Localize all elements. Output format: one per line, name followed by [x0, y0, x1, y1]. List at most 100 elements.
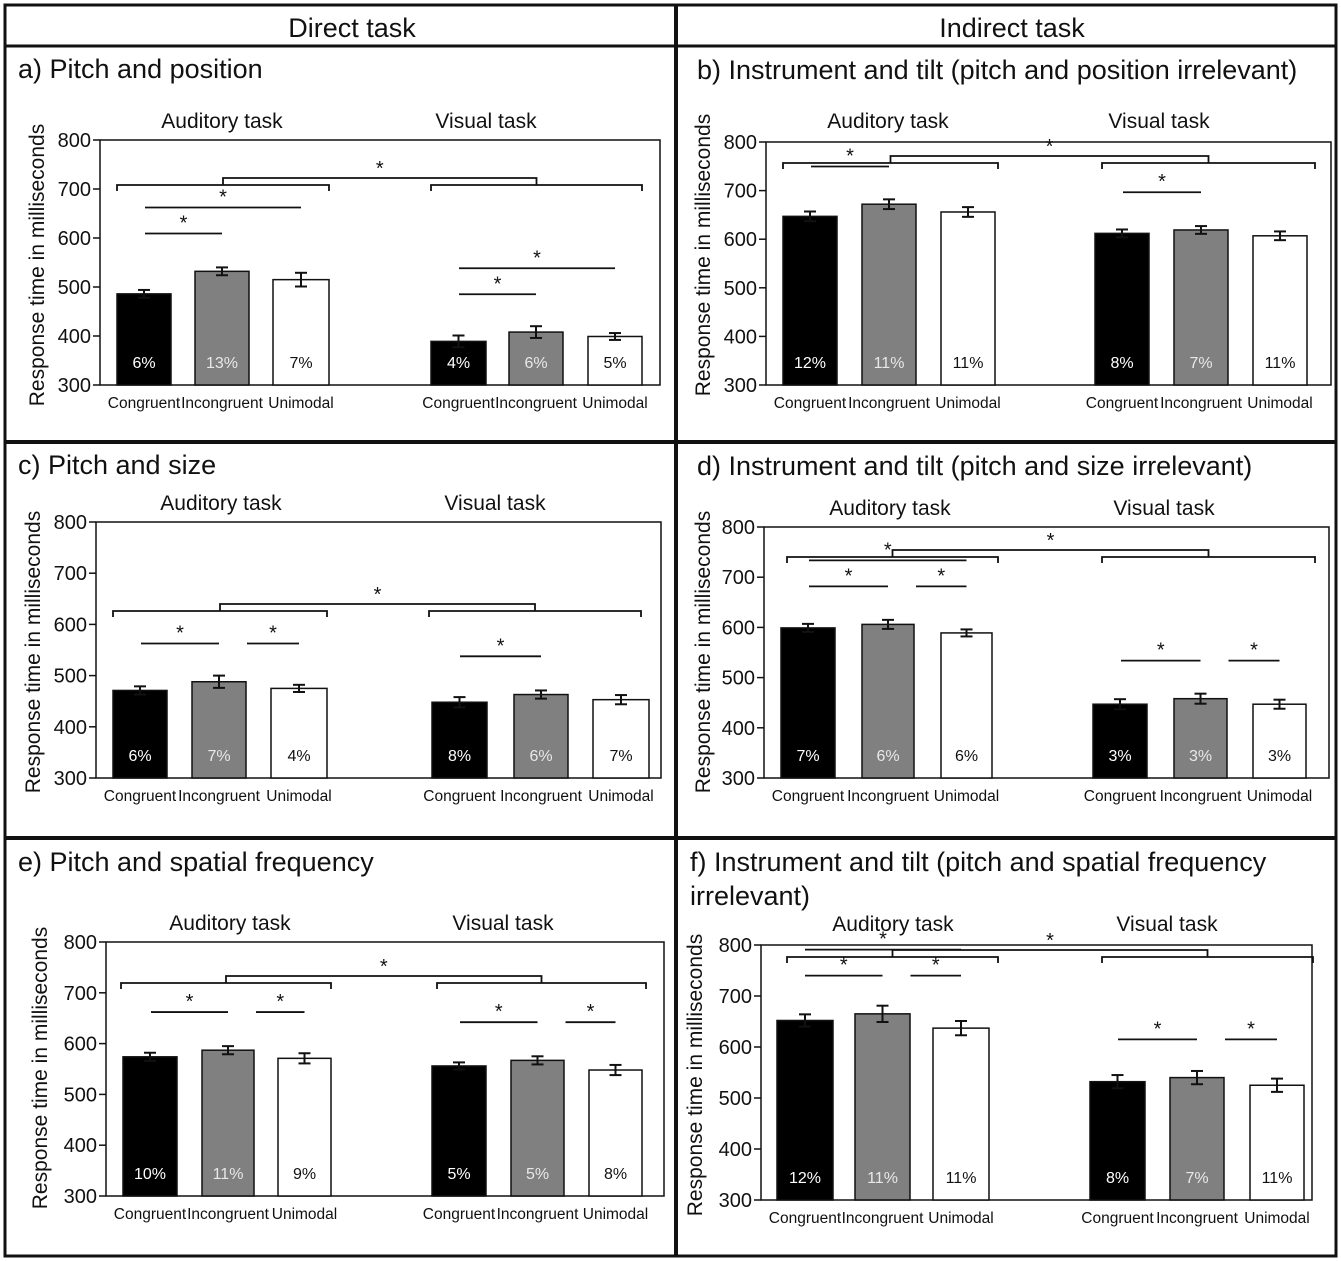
error-rate-label: 11%: [867, 1170, 898, 1187]
y-tick-label: 300: [64, 1186, 97, 1208]
bar-unimodal: [940, 211, 996, 386]
error-rate-label: 11%: [946, 1170, 977, 1187]
significance-star: *: [1157, 640, 1165, 662]
category-label: Unimodal: [1247, 395, 1312, 412]
panel-title-line-2: irrelevant): [690, 881, 810, 911]
figure-grid: [3, 3, 1338, 1258]
task-bracket-visual: [428, 610, 642, 617]
y-tick-label: 300: [722, 768, 755, 790]
y-tick-label: 800: [722, 517, 755, 539]
category-label: Congruent: [1081, 1210, 1154, 1227]
y-axis-label: Response time in milliseconds: [22, 511, 45, 793]
y-tick-label: 300: [54, 768, 87, 790]
y-tick-label: 600: [722, 617, 755, 639]
bar-incongruent: [194, 270, 250, 386]
y-tick-label: 400: [722, 718, 755, 740]
y-tick-label: 800: [719, 935, 752, 957]
y-tick-label: 500: [722, 668, 755, 690]
significance-star: *: [180, 213, 188, 235]
y-tick-label: 400: [719, 1139, 752, 1161]
category-label: Unimodal: [588, 788, 653, 805]
y-tick-label: 500: [64, 1084, 97, 1106]
significance-star: *: [1046, 136, 1054, 158]
significance-star: *: [533, 247, 541, 269]
panel-title: a) Pitch and position: [18, 54, 263, 84]
error-rate-label: 7%: [1189, 355, 1212, 372]
error-rate-label: 5%: [603, 355, 626, 372]
y-tick-label: 700: [722, 567, 755, 589]
error-rate-label: 7%: [796, 748, 819, 765]
bar-incongruent: [1169, 1076, 1225, 1201]
y-tick-label: 600: [719, 1037, 752, 1059]
y-tick-label: 300: [719, 1190, 752, 1212]
y-tick-label: 800: [54, 512, 87, 534]
y-tick-label: 400: [64, 1135, 97, 1157]
bar-congruent: [122, 1056, 178, 1197]
group-label-auditory: Auditory task: [160, 492, 282, 515]
significance-star: *: [176, 623, 184, 645]
y-axis-label: Response time in milliseconds: [692, 114, 715, 396]
category-label: Unimodal: [1244, 1210, 1309, 1227]
category-label: Incongruent: [181, 395, 264, 412]
error-rate-label: 8%: [604, 1166, 627, 1183]
significance-star: *: [846, 145, 854, 167]
significance-star: *: [1047, 530, 1055, 552]
bar-congruent: [430, 340, 487, 386]
error-rate-label: 11%: [953, 355, 984, 372]
task-bracket-between: [891, 549, 1210, 557]
category-label: Congruent: [108, 395, 181, 412]
group-label-auditory: Auditory task: [169, 912, 291, 935]
category-label: Unimodal: [268, 395, 333, 412]
y-tick-label: 600: [58, 228, 91, 250]
y-tick-label: 700: [58, 179, 91, 201]
group-label-visual: Visual task: [1108, 110, 1210, 133]
task-bracket-visual: [1101, 162, 1316, 169]
category-label: Incongruent: [178, 788, 261, 805]
category-label: Congruent: [769, 1210, 842, 1227]
header-direct-task: Direct task: [288, 13, 416, 43]
y-tick-label: 800: [58, 130, 91, 152]
bar-unimodal: [588, 1069, 643, 1197]
bar-incongruent: [861, 203, 917, 386]
category-label: Incongruent: [1160, 395, 1243, 412]
significance-star: *: [1046, 930, 1054, 952]
task-bracket-visual: [430, 184, 643, 191]
y-tick-label: 700: [64, 983, 97, 1005]
task-bracket-between: [889, 155, 1210, 163]
error-rate-label: 12%: [794, 355, 826, 372]
error-rate-label: 11%: [1265, 355, 1296, 372]
group-label-auditory: Auditory task: [829, 497, 951, 520]
panel-a: a) Pitch and position Auditory task Visu…: [18, 54, 661, 412]
category-label: Congruent: [772, 788, 845, 805]
category-label: Unimodal: [583, 1206, 648, 1223]
error-rate-label: 8%: [1110, 355, 1133, 372]
bar-unimodal: [277, 1057, 332, 1197]
group-label-auditory: Auditory task: [832, 913, 954, 936]
category-label: Unimodal: [1247, 788, 1312, 805]
bar-unimodal: [592, 698, 650, 779]
group-label-auditory: Auditory task: [161, 110, 283, 133]
y-tick-label: 600: [64, 1034, 97, 1056]
bar-unimodal: [940, 632, 993, 779]
header-indirect-task: Indirect task: [939, 13, 1085, 43]
bar-unimodal: [272, 278, 330, 386]
error-rate-label: 6%: [128, 748, 151, 765]
y-tick-label: 700: [719, 986, 752, 1008]
y-tick-label: 800: [64, 932, 97, 954]
category-label: Incongruent: [497, 1206, 580, 1223]
y-tick-label: 700: [724, 181, 757, 203]
panel-d: d) Instrument and tilt (pitch and size i…: [692, 451, 1330, 805]
category-label: Incongruent: [500, 788, 583, 805]
error-rate-label: 4%: [447, 355, 470, 372]
y-tick-label: 500: [54, 666, 87, 688]
category-label: Congruent: [1084, 788, 1157, 805]
category-label: Unimodal: [582, 395, 647, 412]
bar-congruent: [1092, 703, 1148, 779]
significance-star: *: [840, 955, 848, 977]
panel-c: c) Pitch and size Auditory task Visual t…: [18, 450, 662, 805]
category-label: Congruent: [422, 395, 495, 412]
panel-title-line-1: f) Instrument and tilt (pitch and spatia…: [690, 847, 1267, 877]
y-axis-label: Response time in milliseconds: [26, 124, 49, 406]
significance-star: *: [269, 623, 277, 645]
